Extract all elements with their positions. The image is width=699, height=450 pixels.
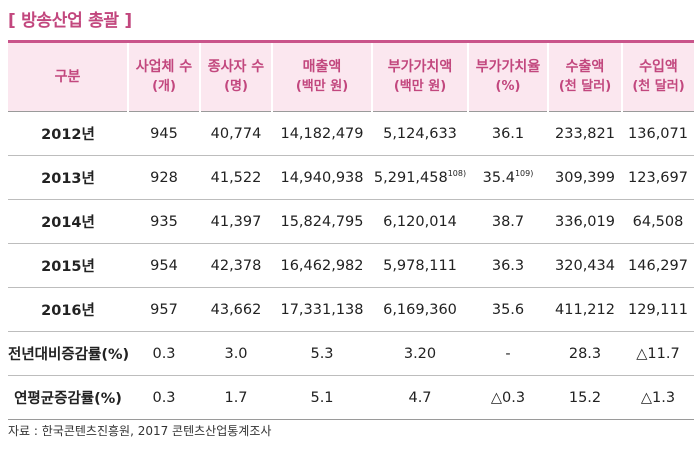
header-category: 구분 — [8, 43, 128, 112]
table-cell: 64,508 — [622, 199, 694, 244]
table-cell: 42,378 — [200, 243, 272, 288]
header-companies: 사업체 수 (개) — [127, 43, 200, 112]
table-cell: 0.3 — [128, 331, 200, 376]
table-cell: 15.2 — [548, 375, 622, 420]
table-cell: 309,399 — [548, 155, 622, 200]
table-cell: 43,662 — [200, 287, 272, 332]
table-cell: 4.7 — [372, 375, 468, 420]
row-label: 전년대비증감률(%) — [8, 331, 129, 376]
table-cell: 5.1 — [272, 375, 372, 420]
table-cell: 129,111 — [622, 287, 694, 332]
header-row: 구분 사업체 수 (개) 종사자 수 (명) 매출액 (백만 원) 부가가치액 (백만 … — [8, 43, 694, 112]
header-value-added: 부가가치액 (백만 원) — [371, 43, 468, 112]
table-cell: 0.3 — [128, 375, 200, 420]
table-cell: 6,120,014 — [372, 199, 468, 244]
table-row: 2016년 957 43,662 17,331,138 6,169,360 35… — [8, 287, 694, 332]
table-cell: 411,212 — [548, 287, 622, 332]
row-label: 2012년 — [8, 111, 128, 156]
table-cell: 40,774 — [200, 111, 272, 156]
table-cell: 945 — [128, 111, 200, 156]
header-sales: 매출액 (백만 원) — [271, 43, 372, 112]
table-cell: 1.7 — [200, 375, 272, 420]
row-label: 연평균증감률(%) — [8, 375, 128, 420]
table-cell: - — [468, 331, 548, 376]
table-cell: 5,291,458108) — [372, 155, 468, 200]
footnote-marker: 109) — [514, 168, 534, 178]
table-cell: 17,331,138 — [272, 287, 372, 332]
row-label: 2013년 — [8, 155, 128, 200]
table-cell: 3.0 — [200, 331, 272, 376]
broadcast-summary-table: 구분 사업체 수 (개) 종사자 수 (명) 매출액 (백만 원) 부가가치액 (백만 … — [8, 40, 694, 420]
row-label: 2014년 — [8, 199, 128, 244]
table-cell: 136,071 — [622, 111, 694, 156]
source-note: 자료 : 한국콘텐츠진흥원, 2017 콘텐츠산업통계조사 — [8, 424, 272, 438]
table-cell: 146,297 — [622, 243, 694, 288]
table-cell: 233,821 — [548, 111, 622, 156]
table-cell: 336,019 — [548, 199, 622, 244]
table-cell: 36.1 — [468, 111, 548, 156]
table-cell: △1.3 — [622, 375, 694, 420]
table-cell: 35.6 — [468, 287, 548, 332]
table-cell: △11.7 — [622, 331, 694, 376]
table-cell: 15,824,795 — [272, 199, 372, 244]
table-cell: 5,124,633 — [372, 111, 468, 156]
table-cell: 320,434 — [548, 243, 622, 288]
table-cell: 6,169,360 — [372, 287, 468, 332]
header-imports: 수입액 (천 달러) — [621, 43, 694, 112]
table-row: 2014년 935 41,397 15,824,795 6,120,014 38… — [8, 199, 694, 244]
table-cell: 14,182,479 — [272, 111, 372, 156]
row-label: 2015년 — [8, 243, 128, 288]
table-cell: 16,462,982 — [272, 243, 372, 288]
table-cell: 954 — [128, 243, 200, 288]
table-cell: 41,522 — [200, 155, 272, 200]
header-employees: 종사자 수 (명) — [199, 43, 272, 112]
table-cell: 5.3 — [272, 331, 372, 376]
table-cell: 35.4109) — [468, 155, 548, 200]
broadcast-summary-table-wrap: 구분 사업체 수 (개) 종사자 수 (명) 매출액 (백만 원) 부가가치액 (백만 … — [8, 40, 694, 420]
table-row: 2012년 945 40,774 14,182,479 5,124,633 36… — [8, 111, 694, 156]
footnote-marker: 108) — [447, 168, 467, 178]
table-cell: 41,397 — [200, 199, 272, 244]
table-title: [ 방송산업 총괄 ] — [8, 11, 132, 31]
table-cell: 14,940,938 — [272, 155, 372, 200]
row-label: 2016년 — [8, 287, 128, 332]
table-cell: 3.20 — [372, 331, 468, 376]
table-cell: 935 — [128, 199, 200, 244]
table-cell: 123,697 — [622, 155, 694, 200]
table-row: 2015년 954 42,378 16,462,982 5,978,111 36… — [8, 243, 694, 288]
table-row: 2013년 928 41,522 14,940,938 5,291,458108… — [8, 155, 694, 200]
table-cell: 28.3 — [548, 331, 622, 376]
header-value-added-rate: 부가가치율 (%) — [467, 43, 548, 112]
table-cell: △0.3 — [468, 375, 548, 420]
table-cell: 36.3 — [468, 243, 548, 288]
table-cell: 957 — [128, 287, 200, 332]
table-cell: 38.7 — [468, 199, 548, 244]
table-row: 전년대비증감률(%) 0.3 3.0 5.3 3.20 - 28.3 △11.7 — [8, 331, 694, 376]
table-row: 연평균증감률(%) 0.3 1.7 5.1 4.7 △0.3 15.2 △1.3 — [8, 375, 694, 420]
table-cell: 5,978,111 — [372, 243, 468, 288]
table-cell: 928 — [128, 155, 200, 200]
header-exports: 수출액 (천 달러) — [547, 43, 622, 112]
